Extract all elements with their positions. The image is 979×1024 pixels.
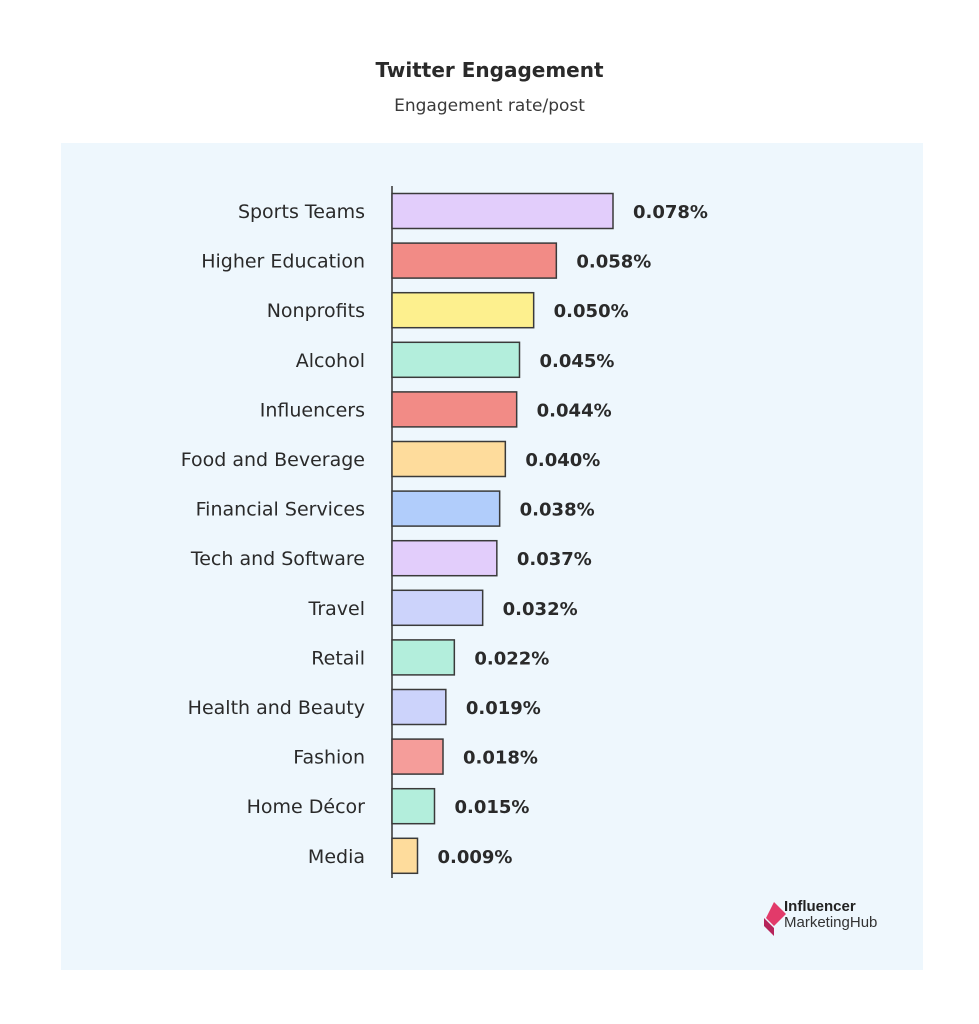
category-label: Travel	[308, 598, 365, 620]
value-label: 0.044%	[537, 400, 612, 421]
bar	[391, 391, 518, 428]
bar	[391, 589, 484, 627]
bar	[391, 440, 507, 478]
brand-line-1: Influencer	[784, 898, 856, 915]
influencer-marketing-hub-logo-icon	[764, 902, 786, 936]
bar	[391, 539, 498, 577]
category-label: Home Décor	[247, 796, 366, 818]
bar	[391, 291, 535, 329]
value-label: 0.018%	[463, 748, 538, 769]
value-label: 0.038%	[520, 500, 595, 521]
category-label: Financial Services	[196, 499, 365, 521]
value-label: 0.045%	[540, 351, 615, 372]
category-label: Health and Beauty	[188, 697, 365, 719]
category-label: Food and Beverage	[181, 449, 365, 471]
bar	[391, 341, 521, 379]
value-label: 0.078%	[633, 202, 708, 223]
value-label: 0.015%	[455, 797, 530, 818]
category-label: Higher Education	[201, 251, 365, 273]
bar	[391, 639, 456, 676]
chart-subtitle: Engagement rate/post	[394, 96, 585, 116]
category-label: Influencers	[260, 399, 365, 421]
category-label: Fashion	[293, 747, 365, 769]
bar	[391, 837, 419, 875]
value-label: 0.022%	[474, 648, 549, 669]
value-label: 0.037%	[517, 549, 592, 570]
bar	[391, 738, 444, 775]
bar	[391, 787, 436, 825]
category-label: Nonprofits	[267, 300, 365, 322]
value-label: 0.040%	[525, 450, 600, 471]
value-label: 0.050%	[554, 301, 629, 322]
bar	[391, 242, 558, 279]
chart-title: Twitter Engagement	[375, 58, 604, 82]
bar	[391, 490, 501, 527]
value-label: 0.009%	[438, 847, 513, 868]
category-label: Media	[308, 846, 365, 868]
brand-logo-text: Influencer MarketingHub	[784, 899, 877, 931]
category-label: Tech and Software	[190, 548, 365, 570]
bar	[391, 688, 447, 726]
value-label: 0.058%	[576, 252, 651, 273]
category-label: Retail	[311, 647, 365, 669]
bar	[391, 192, 614, 230]
category-label: Alcohol	[296, 350, 365, 372]
brand-line-2a: Marketing	[784, 914, 850, 931]
category-label: Sports Teams	[238, 201, 365, 223]
value-label: 0.032%	[503, 599, 578, 620]
brand-line-2b: Hub	[849, 914, 878, 931]
value-label: 0.019%	[466, 698, 541, 719]
